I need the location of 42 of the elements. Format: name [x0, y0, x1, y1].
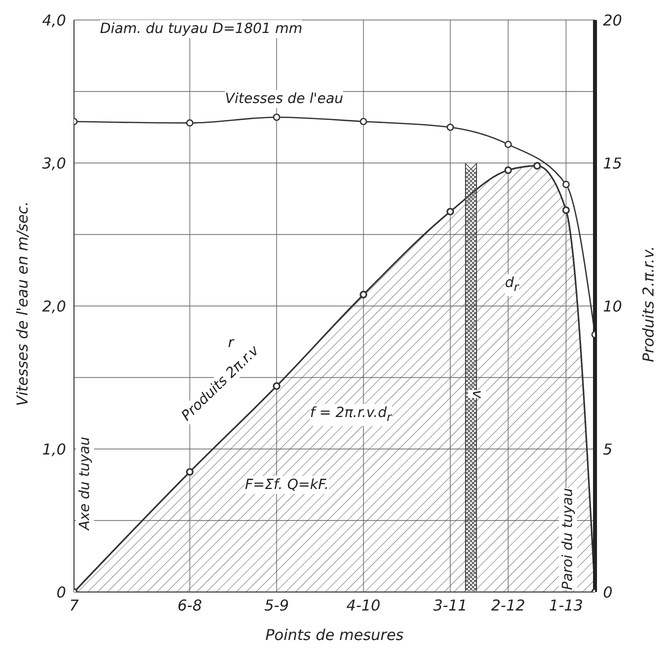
series-label: Vitesses de l'eau [225, 90, 344, 108]
annotation: Diam. du tuyau D=1801 mm [100, 20, 302, 38]
x-tick-label: 5-9 [264, 596, 289, 615]
y-tick-label: 4,0 [42, 11, 66, 30]
x-tick-label: 4-10 [346, 596, 380, 615]
x-axis-title: Points de mesures [265, 626, 404, 644]
x-tick-label: 7 [69, 596, 80, 615]
y-tick-label: 1,0 [42, 440, 66, 458]
point [446, 208, 454, 216]
y-tick-label: 3,0 [42, 154, 66, 172]
x-tick-label: 3-11 [433, 596, 468, 615]
point [360, 290, 368, 298]
annotation: d$_{r}$ [505, 274, 519, 296]
y2-axis-title: Produits 2.π.r.v. [639, 246, 658, 362]
annotation: Axe du tuyau [76, 436, 94, 530]
point [504, 140, 512, 148]
point [186, 468, 194, 476]
point [446, 124, 454, 131]
y2-tick-label: 5 [603, 440, 613, 458]
y-axis-title: Vitesses de l'eau en m/sec. [13, 201, 32, 406]
point [360, 118, 368, 126]
annotation: f = 2π.r.v.d$_{r}$ [310, 404, 392, 426]
annotation: F=Σf. Q=kF. [245, 476, 329, 494]
y2-tick-label: 20 [603, 11, 622, 30]
point [533, 162, 541, 170]
y2-tick-label: 0 [603, 583, 613, 602]
x-tick-label: 2-12 [491, 596, 526, 615]
point [272, 114, 280, 121]
y2-tick-label: 10 [603, 297, 622, 316]
y2-tick-label: 15 [603, 154, 622, 172]
y-tick-label: 2,0 [42, 297, 66, 316]
annotation: v [468, 390, 486, 398]
annotation: r [228, 334, 234, 352]
point [186, 119, 194, 127]
x-tick-label: 1-13 [549, 596, 584, 615]
y-tick-label: 0 [56, 583, 66, 602]
x-tick-label: 6-8 [178, 596, 202, 615]
annotation: Paroi du tuyau [559, 488, 577, 590]
point [562, 206, 570, 214]
point [504, 166, 512, 174]
point [272, 382, 280, 390]
point [562, 180, 570, 188]
